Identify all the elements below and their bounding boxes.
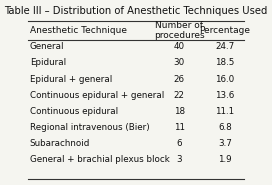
Text: Table III – Distribution of Anesthetic Techniques Used: Table III – Distribution of Anesthetic T…	[4, 6, 268, 16]
Text: Subarachnoid: Subarachnoid	[30, 139, 90, 148]
Text: General: General	[30, 42, 64, 51]
Text: Epidural + general: Epidural + general	[30, 75, 112, 83]
Text: 30: 30	[174, 58, 185, 68]
Text: Epidural: Epidural	[30, 58, 66, 68]
Text: 18: 18	[174, 107, 185, 116]
Text: 18.5: 18.5	[215, 58, 234, 68]
Text: 13.6: 13.6	[215, 90, 234, 100]
Text: Continuous epidural: Continuous epidural	[30, 107, 118, 116]
Text: 1.9: 1.9	[218, 155, 232, 164]
Text: Regional intravenous (Bier): Regional intravenous (Bier)	[30, 123, 150, 132]
Text: 11.1: 11.1	[215, 107, 234, 116]
Text: 6: 6	[177, 139, 182, 148]
Text: Number of
procedures: Number of procedures	[154, 21, 205, 40]
Text: Percentage: Percentage	[199, 26, 250, 35]
Text: 6.8: 6.8	[218, 123, 232, 132]
Text: Continuous epidural + general: Continuous epidural + general	[30, 90, 164, 100]
Text: Anesthetic Technique: Anesthetic Technique	[30, 26, 127, 35]
Text: 24.7: 24.7	[215, 42, 234, 51]
Text: 40: 40	[174, 42, 185, 51]
Text: 16.0: 16.0	[215, 75, 234, 83]
Text: 22: 22	[174, 90, 185, 100]
Text: 3.7: 3.7	[218, 139, 232, 148]
Text: 26: 26	[174, 75, 185, 83]
Text: 3: 3	[177, 155, 182, 164]
Text: General + brachial plexus block: General + brachial plexus block	[30, 155, 170, 164]
Text: 11: 11	[174, 123, 185, 132]
